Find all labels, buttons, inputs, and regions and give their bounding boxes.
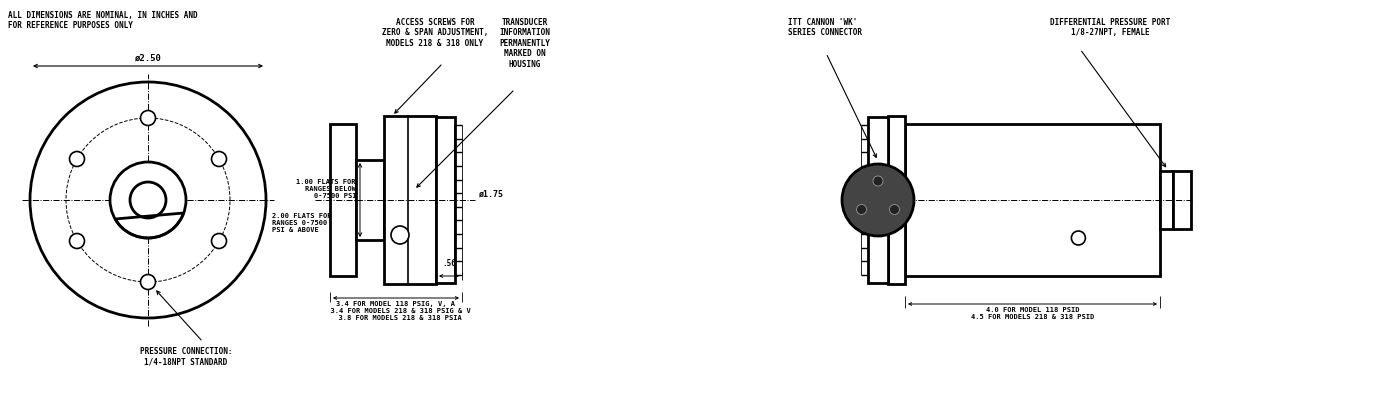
- Circle shape: [390, 226, 408, 244]
- Circle shape: [140, 275, 155, 290]
- Bar: [330, 125, 356, 276]
- Bar: [868, 118, 888, 284]
- Circle shape: [873, 177, 883, 187]
- Circle shape: [212, 234, 227, 249]
- Circle shape: [30, 83, 265, 318]
- Bar: [888, 117, 905, 284]
- Text: ø2.50: ø2.50: [135, 54, 161, 63]
- Circle shape: [212, 152, 227, 167]
- Text: PRESSURE CONNECTION:
1/4-18NPT STANDARD: PRESSURE CONNECTION: 1/4-18NPT STANDARD: [140, 346, 232, 365]
- Text: DIFFERENTIAL PRESSURE PORT
1/8-27NPT, FEMALE: DIFFERENTIAL PRESSURE PORT 1/8-27NPT, FE…: [1050, 18, 1170, 37]
- Circle shape: [70, 234, 84, 249]
- Circle shape: [857, 205, 866, 215]
- Text: 3.4 FOR MODEL 118 PSIG, V, A
  3.4 FOR MODELS 218 & 318 PSIG & V
  3.8 FOR MODEL: 3.4 FOR MODEL 118 PSIG, V, A 3.4 FOR MOD…: [322, 300, 470, 320]
- Bar: [1173, 172, 1191, 230]
- Bar: [356, 161, 384, 241]
- Text: ITT CANNON 'WK'
SERIES CONNECTOR: ITT CANNON 'WK' SERIES CONNECTOR: [788, 18, 862, 37]
- Circle shape: [110, 162, 186, 239]
- Circle shape: [140, 111, 155, 126]
- Text: .56: .56: [443, 258, 456, 267]
- Text: 2.00 FLATS FOR
RANGES 0-7500
PSI & ABOVE: 2.00 FLATS FOR RANGES 0-7500 PSI & ABOVE: [272, 213, 331, 232]
- Bar: [436, 118, 455, 284]
- Bar: [1173, 188, 1191, 213]
- Circle shape: [1071, 231, 1085, 245]
- Bar: [905, 125, 1160, 276]
- Circle shape: [842, 164, 914, 237]
- Text: 1.00 FLATS FOR
RANGES BELOW
0-7500 PSI: 1.00 FLATS FOR RANGES BELOW 0-7500 PSI: [297, 179, 356, 198]
- Circle shape: [131, 183, 166, 218]
- Bar: [1160, 172, 1173, 230]
- Circle shape: [890, 205, 899, 215]
- Text: ø1.75: ø1.75: [478, 189, 505, 198]
- Circle shape: [70, 152, 84, 167]
- Text: 4.0 FOR MODEL 118 PSID
4.5 FOR MODELS 218 & 318 PSID: 4.0 FOR MODEL 118 PSID 4.5 FOR MODELS 21…: [971, 306, 1094, 319]
- Bar: [384, 117, 436, 284]
- Text: ALL DIMENSIONS ARE NOMINAL, IN INCHES AND
FOR REFERENCE PURPOSES ONLY: ALL DIMENSIONS ARE NOMINAL, IN INCHES AN…: [8, 11, 198, 30]
- Text: ACCESS SCREWS FOR
ZERO & SPAN ADJUSTMENT,
MODELS 218 & 318 ONLY: ACCESS SCREWS FOR ZERO & SPAN ADJUSTMENT…: [382, 18, 488, 48]
- Text: TRANSDUCER
INFORMATION
PERMANENTLY
MARKED ON
HOUSING: TRANSDUCER INFORMATION PERMANENTLY MARKE…: [499, 18, 550, 68]
